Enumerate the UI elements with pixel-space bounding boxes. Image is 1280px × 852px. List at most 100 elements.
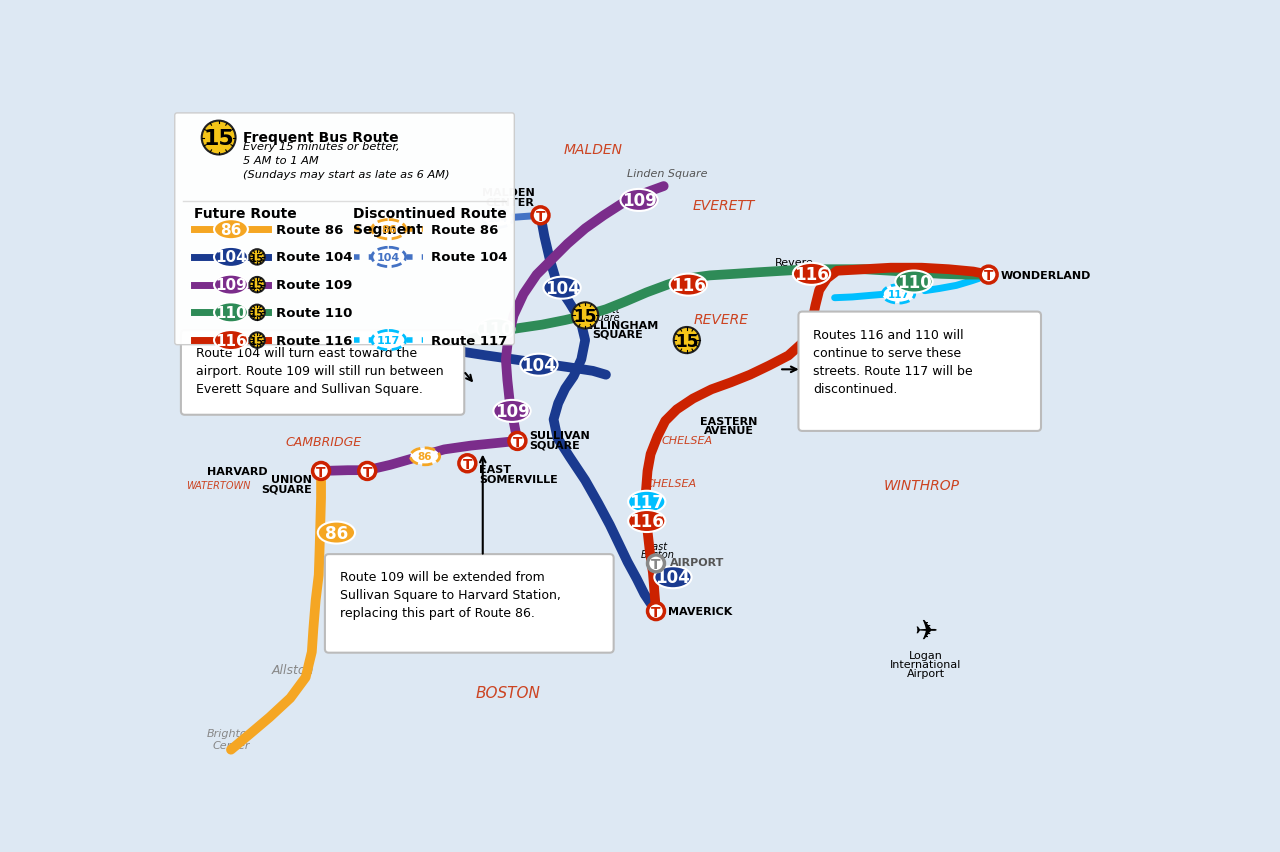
Ellipse shape [214,303,248,323]
Ellipse shape [895,271,933,293]
Text: Route 117: Route 117 [431,334,507,347]
Text: 15: 15 [675,332,699,350]
Text: Center: Center [776,267,813,276]
Circle shape [250,333,265,348]
Text: REVERE: REVERE [694,312,749,326]
Text: WINTHROP: WINTHROP [883,478,960,492]
Ellipse shape [669,274,707,296]
Text: 109: 109 [494,402,530,420]
Text: Boston: Boston [640,550,675,560]
Text: T: T [652,557,660,572]
Text: Route 109: Route 109 [275,279,352,291]
Text: Square: Square [585,313,621,323]
Text: 104: 104 [215,250,247,265]
Text: HARVARD: HARVARD [206,466,268,476]
Text: Logan: Logan [909,650,942,659]
Text: International: International [890,659,961,669]
Text: BELLINGHAM: BELLINGHAM [577,320,658,331]
Text: T: T [652,605,660,619]
Text: MAVERICK: MAVERICK [668,607,732,616]
Text: Brighton
Center: Brighton Center [207,728,255,750]
Circle shape [460,455,476,472]
Text: 117: 117 [630,493,664,511]
Text: AIRPORT: AIRPORT [669,557,724,567]
Text: 117: 117 [887,290,910,300]
Text: T: T [428,343,438,358]
Text: 86: 86 [417,452,433,462]
Text: 15: 15 [250,337,264,347]
Circle shape [250,250,265,265]
Text: 104: 104 [378,252,401,262]
Ellipse shape [521,354,558,377]
Ellipse shape [621,190,658,211]
Text: 116: 116 [671,276,705,294]
Text: 15: 15 [573,308,596,325]
Text: 15: 15 [250,253,264,263]
Circle shape [250,305,265,320]
Text: BOSTON: BOSTON [476,685,540,700]
Text: T: T [362,465,372,479]
Text: 104: 104 [655,568,690,586]
Ellipse shape [483,210,513,228]
Text: T: T [462,458,472,471]
Text: 109: 109 [215,278,247,293]
Text: CAMBRIDGE: CAMBRIDGE [285,435,361,449]
Text: Discontinued Route
Segment: Discontinued Route Segment [352,207,507,237]
Ellipse shape [628,491,666,513]
Text: T: T [316,465,326,479]
FancyBboxPatch shape [180,331,465,415]
Ellipse shape [214,331,248,351]
Text: ✈: ✈ [914,618,937,645]
Ellipse shape [372,248,406,268]
Text: WELLINGTON: WELLINGTON [289,345,371,355]
Text: CENTER: CENTER [485,198,534,208]
Ellipse shape [214,248,248,268]
Text: SOMERVILLE: SOMERVILLE [479,475,558,485]
Ellipse shape [214,220,248,240]
Text: 116: 116 [215,333,247,348]
Circle shape [250,278,265,293]
FancyBboxPatch shape [175,114,515,345]
Text: CHELSEA: CHELSEA [646,478,698,488]
Text: SULLIVAN: SULLIVAN [529,430,590,440]
Text: Allston: Allston [271,664,314,676]
Text: SQUARE: SQUARE [261,484,312,494]
Text: 110: 110 [215,306,247,320]
Circle shape [532,208,549,225]
FancyBboxPatch shape [325,555,613,653]
Ellipse shape [477,319,515,341]
Text: 86: 86 [220,222,242,238]
Circle shape [572,303,598,329]
Circle shape [420,377,445,404]
Circle shape [312,463,329,480]
Ellipse shape [544,278,581,299]
Ellipse shape [411,448,439,465]
Text: 109: 109 [622,192,657,210]
Text: T: T [513,435,522,449]
Ellipse shape [372,331,406,350]
Circle shape [202,122,236,155]
Text: Route 116: Route 116 [275,334,352,347]
Text: SQUARE: SQUARE [529,440,580,450]
Text: 86: 86 [325,524,348,542]
Text: Route 104 will turn east toward the
airport. Route 109 will still run between
Ev: Route 104 will turn east toward the airp… [196,347,443,396]
Circle shape [358,463,376,480]
Text: WATERTOWN: WATERTOWN [187,481,251,490]
Text: T: T [536,210,545,224]
FancyBboxPatch shape [799,312,1041,431]
Text: EASTERN: EASTERN [700,417,758,426]
Text: 15: 15 [250,281,264,291]
Ellipse shape [317,522,355,544]
Text: Airport: Airport [906,668,945,678]
Circle shape [980,267,997,284]
Text: 15: 15 [421,383,444,400]
Circle shape [673,327,700,354]
Text: East: East [646,542,668,552]
Text: Linden Square: Linden Square [627,169,708,179]
Text: 15: 15 [250,308,264,319]
Text: AVENUE: AVENUE [704,426,754,435]
Ellipse shape [882,285,915,304]
Text: 15: 15 [204,130,234,149]
Ellipse shape [493,400,531,423]
Text: CHELSEA: CHELSEA [662,435,713,446]
